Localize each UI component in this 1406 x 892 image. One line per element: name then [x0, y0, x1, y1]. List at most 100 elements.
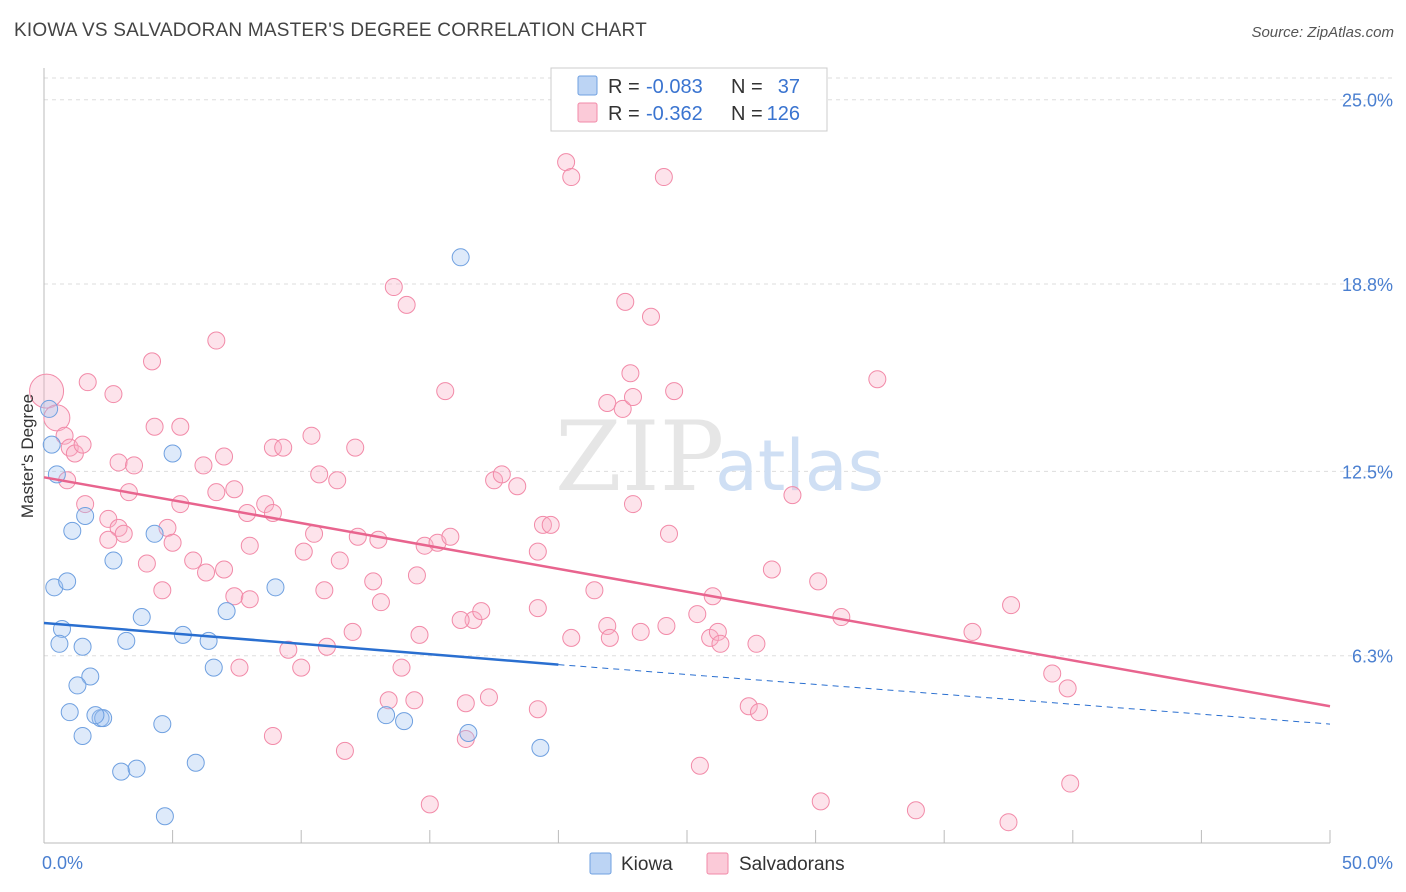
- salvadoran-point: [99, 509, 118, 528]
- salvadoran-point: [371, 593, 390, 612]
- kiowa-point: [186, 753, 205, 772]
- kiowa-point: [155, 807, 174, 826]
- salvadoran-point: [335, 741, 354, 760]
- salvadoran-point: [657, 616, 676, 635]
- salvadoran-point: [585, 581, 604, 600]
- salvadoran-point: [407, 566, 426, 585]
- salvadoran-point: [263, 438, 282, 457]
- legend-salvadoran-r-value: -0.362: [646, 103, 703, 125]
- salvadoran-point: [207, 483, 226, 502]
- salvadoran-point: [711, 634, 730, 653]
- salvadoran-points: [29, 153, 1080, 832]
- kiowa-point: [58, 572, 77, 591]
- kiowa-point: [76, 506, 95, 525]
- salvadoran-point: [641, 307, 660, 326]
- salvadoran-point: [294, 542, 313, 561]
- salvadoran-point: [621, 364, 640, 383]
- salvadoran-point: [405, 691, 424, 710]
- salvadoran-point: [240, 590, 259, 609]
- watermark-zip: ZIP: [555, 401, 724, 513]
- salvadoran-point: [659, 524, 678, 543]
- salvadoran-point: [392, 658, 411, 677]
- kiowa-point: [40, 399, 59, 418]
- kiowa-point: [73, 726, 92, 745]
- salvadoran-trend-line: [43, 476, 1331, 708]
- salvadoran-point: [492, 465, 511, 484]
- salvadoran-point: [868, 370, 887, 389]
- y-tick-label: 6.3%: [1352, 647, 1393, 667]
- salvadoran-point: [315, 581, 334, 600]
- salvadoran-point: [906, 801, 925, 820]
- kiowa-point: [531, 738, 550, 757]
- kiowa-point: [73, 637, 92, 656]
- salvadoran-point: [654, 168, 673, 187]
- salvadoran-point: [73, 435, 92, 454]
- y-tick-label: 18.8%: [1342, 275, 1393, 295]
- salvadoran-point: [55, 426, 74, 445]
- salvadoran-point: [562, 168, 581, 187]
- salvadoran-point: [479, 688, 498, 707]
- salvadoran-point: [99, 530, 118, 549]
- kiowa-point: [451, 248, 470, 267]
- salvadoran-point: [456, 694, 475, 713]
- salvadoran-point: [528, 599, 547, 618]
- salvadoran-point: [528, 700, 547, 719]
- salvadoran-point: [137, 554, 156, 573]
- kiowa-trend-line: [43, 621, 559, 666]
- kiowa-point: [104, 551, 123, 570]
- salvadoran-point: [1043, 664, 1062, 683]
- salvadoran-point: [292, 658, 311, 677]
- salvadoran-point: [598, 616, 617, 635]
- salvadoran-point: [109, 453, 128, 472]
- salvadoran-point: [310, 465, 329, 484]
- salvadoran-point: [29, 373, 65, 409]
- salvadoran-point: [369, 530, 388, 549]
- y-tick-label: 12.5%: [1342, 462, 1393, 482]
- salvadoran-point: [562, 628, 581, 647]
- salvadoran-point: [613, 399, 632, 418]
- salvadoran-point: [963, 622, 982, 641]
- salvadoran-point: [346, 438, 365, 457]
- kiowa-point: [127, 759, 146, 778]
- salvadoran-point: [451, 611, 470, 630]
- kiowa-point: [60, 703, 79, 722]
- salvadoran-point: [441, 527, 460, 546]
- salvadoran-point: [533, 515, 552, 534]
- salvadoran-point: [600, 628, 619, 647]
- salvadoran-point: [541, 515, 560, 534]
- chart-title: KIOWA VS SALVADORAN MASTER'S DEGREE CORR…: [14, 20, 647, 41]
- salvadoran-point: [999, 813, 1018, 832]
- salvadoran-point: [809, 572, 828, 591]
- salvadoran-point: [171, 417, 190, 436]
- salvadoran-point: [508, 477, 527, 496]
- salvadoran-point: [747, 634, 766, 653]
- kiowa-point: [153, 715, 172, 734]
- salvadoran-point: [631, 622, 650, 641]
- kiowa-point: [145, 524, 164, 543]
- legend-kiowa-swatch: [577, 75, 598, 96]
- salvadoran-point: [1061, 774, 1080, 793]
- salvadoran-point: [623, 388, 642, 407]
- kiowa-point: [112, 762, 131, 781]
- kiowa-point: [459, 723, 478, 742]
- salvadoran-point: [78, 373, 97, 392]
- salvadoran-point: [153, 581, 172, 600]
- legend-salvadoran-n-label: N =: [731, 103, 763, 125]
- salvadoran-point: [598, 393, 617, 412]
- y-axis-label: Master's Degree: [18, 394, 37, 518]
- salvadoran-point: [811, 792, 830, 811]
- salvadoran-point: [215, 560, 234, 579]
- legend-kiowa-n-value: 37: [778, 76, 800, 98]
- salvadoran-point: [750, 703, 769, 722]
- kiowa-point: [163, 444, 182, 463]
- salvadoran-point: [305, 524, 324, 543]
- salvadoran-point: [197, 563, 216, 582]
- salvadoran-point: [263, 726, 282, 745]
- salvadoran-point: [109, 518, 128, 537]
- kiowa-point: [117, 631, 136, 650]
- bottom-legend: Kiowa Salvadorans: [589, 852, 845, 875]
- salvadoran-point: [171, 495, 190, 514]
- legend-kiowa-n-label: N =: [731, 76, 763, 98]
- salvadoran-point: [302, 426, 321, 445]
- salvadoran-point: [114, 524, 133, 543]
